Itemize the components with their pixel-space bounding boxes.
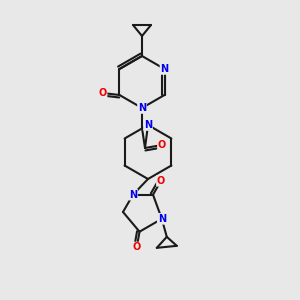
- Text: O: O: [133, 242, 141, 253]
- Text: N: N: [144, 120, 152, 130]
- Text: N: N: [129, 190, 137, 200]
- Text: O: O: [157, 176, 165, 186]
- Text: N: N: [160, 64, 169, 74]
- Text: O: O: [158, 140, 166, 150]
- Text: N: N: [158, 214, 166, 224]
- Text: N: N: [138, 103, 146, 113]
- Text: O: O: [98, 88, 106, 98]
